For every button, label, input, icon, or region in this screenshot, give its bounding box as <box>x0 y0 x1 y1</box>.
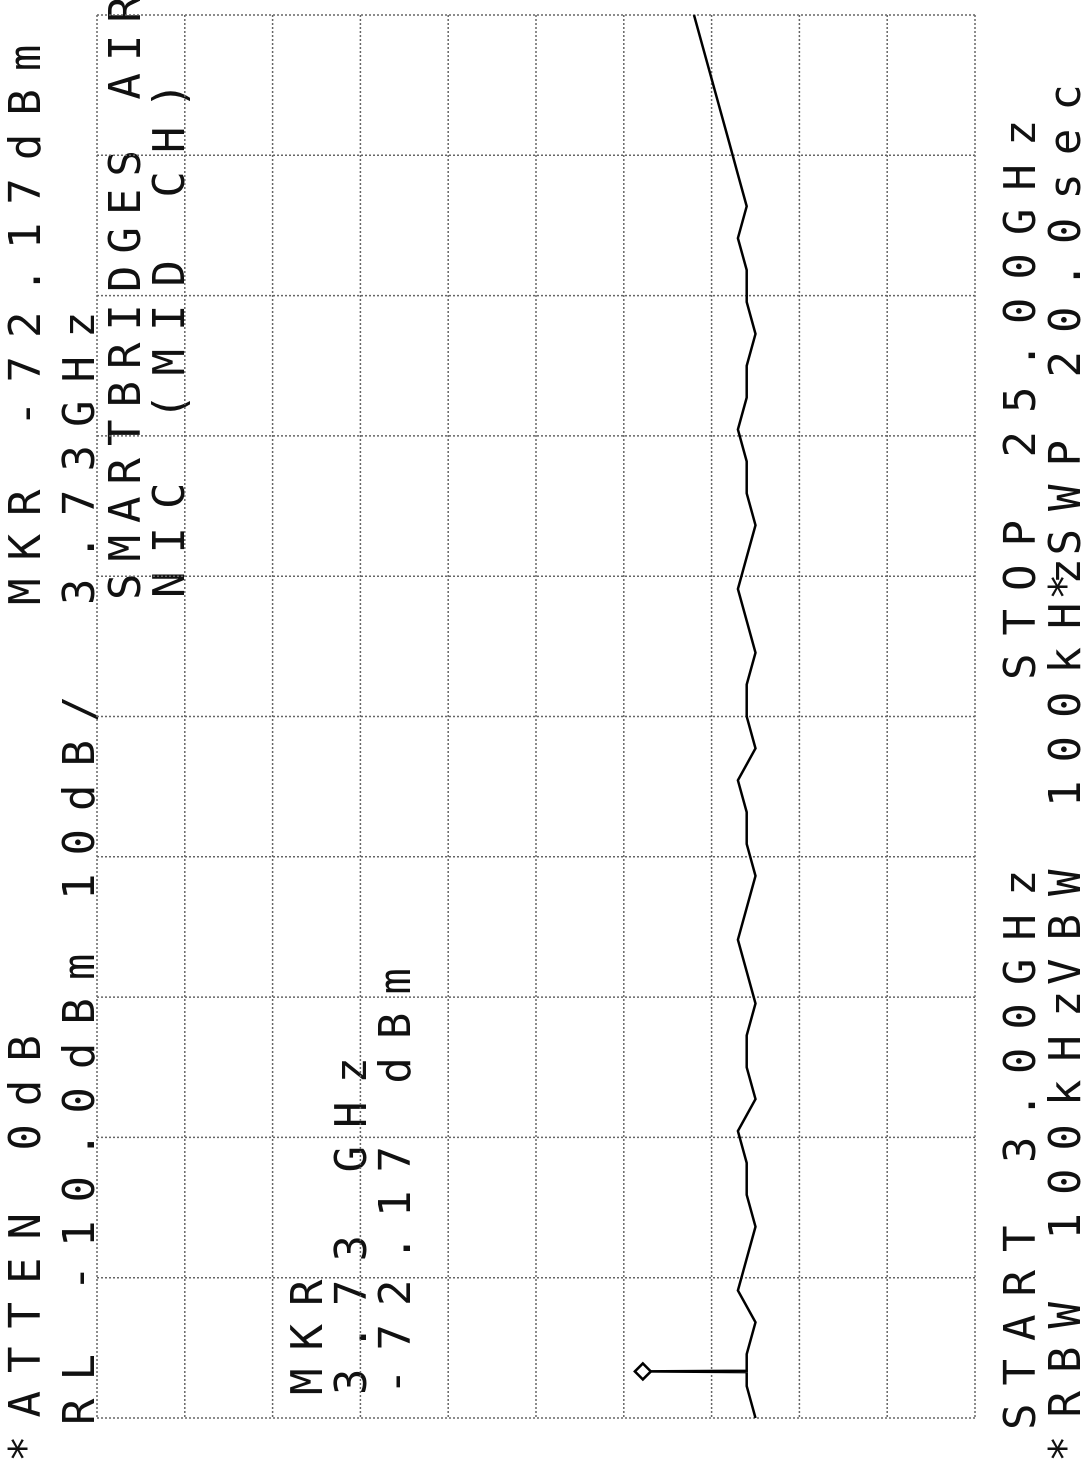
marker <box>633 1361 653 1382</box>
chart-subtitle: NIC (MID CH) <box>144 64 195 598</box>
box-level-label: -72.17 dBm <box>370 950 421 1395</box>
stop-label: STOP 25.00GHz <box>995 102 1046 680</box>
marker-freq-label: 3.73GHz <box>54 294 105 605</box>
box-freq-label: 3.73 GHz <box>326 1039 377 1395</box>
vbw-label: VBW 100kHz <box>1040 540 1089 985</box>
atten-label: *ATTEN 0dB <box>0 1017 51 1462</box>
rbw-label: *RBW 100kHz <box>1040 973 1089 1462</box>
start-label: START 3.00GHz <box>995 852 1046 1430</box>
sweep-label: *SWP 20.0sec <box>1040 66 1089 600</box>
box-mkr-label: MKR <box>282 1262 333 1395</box>
chart-title: SMARTBRIDGES AIR <box>100 0 151 600</box>
marker-level-label: MKR -72.17dBm <box>0 27 51 605</box>
trace <box>642 14 757 1419</box>
